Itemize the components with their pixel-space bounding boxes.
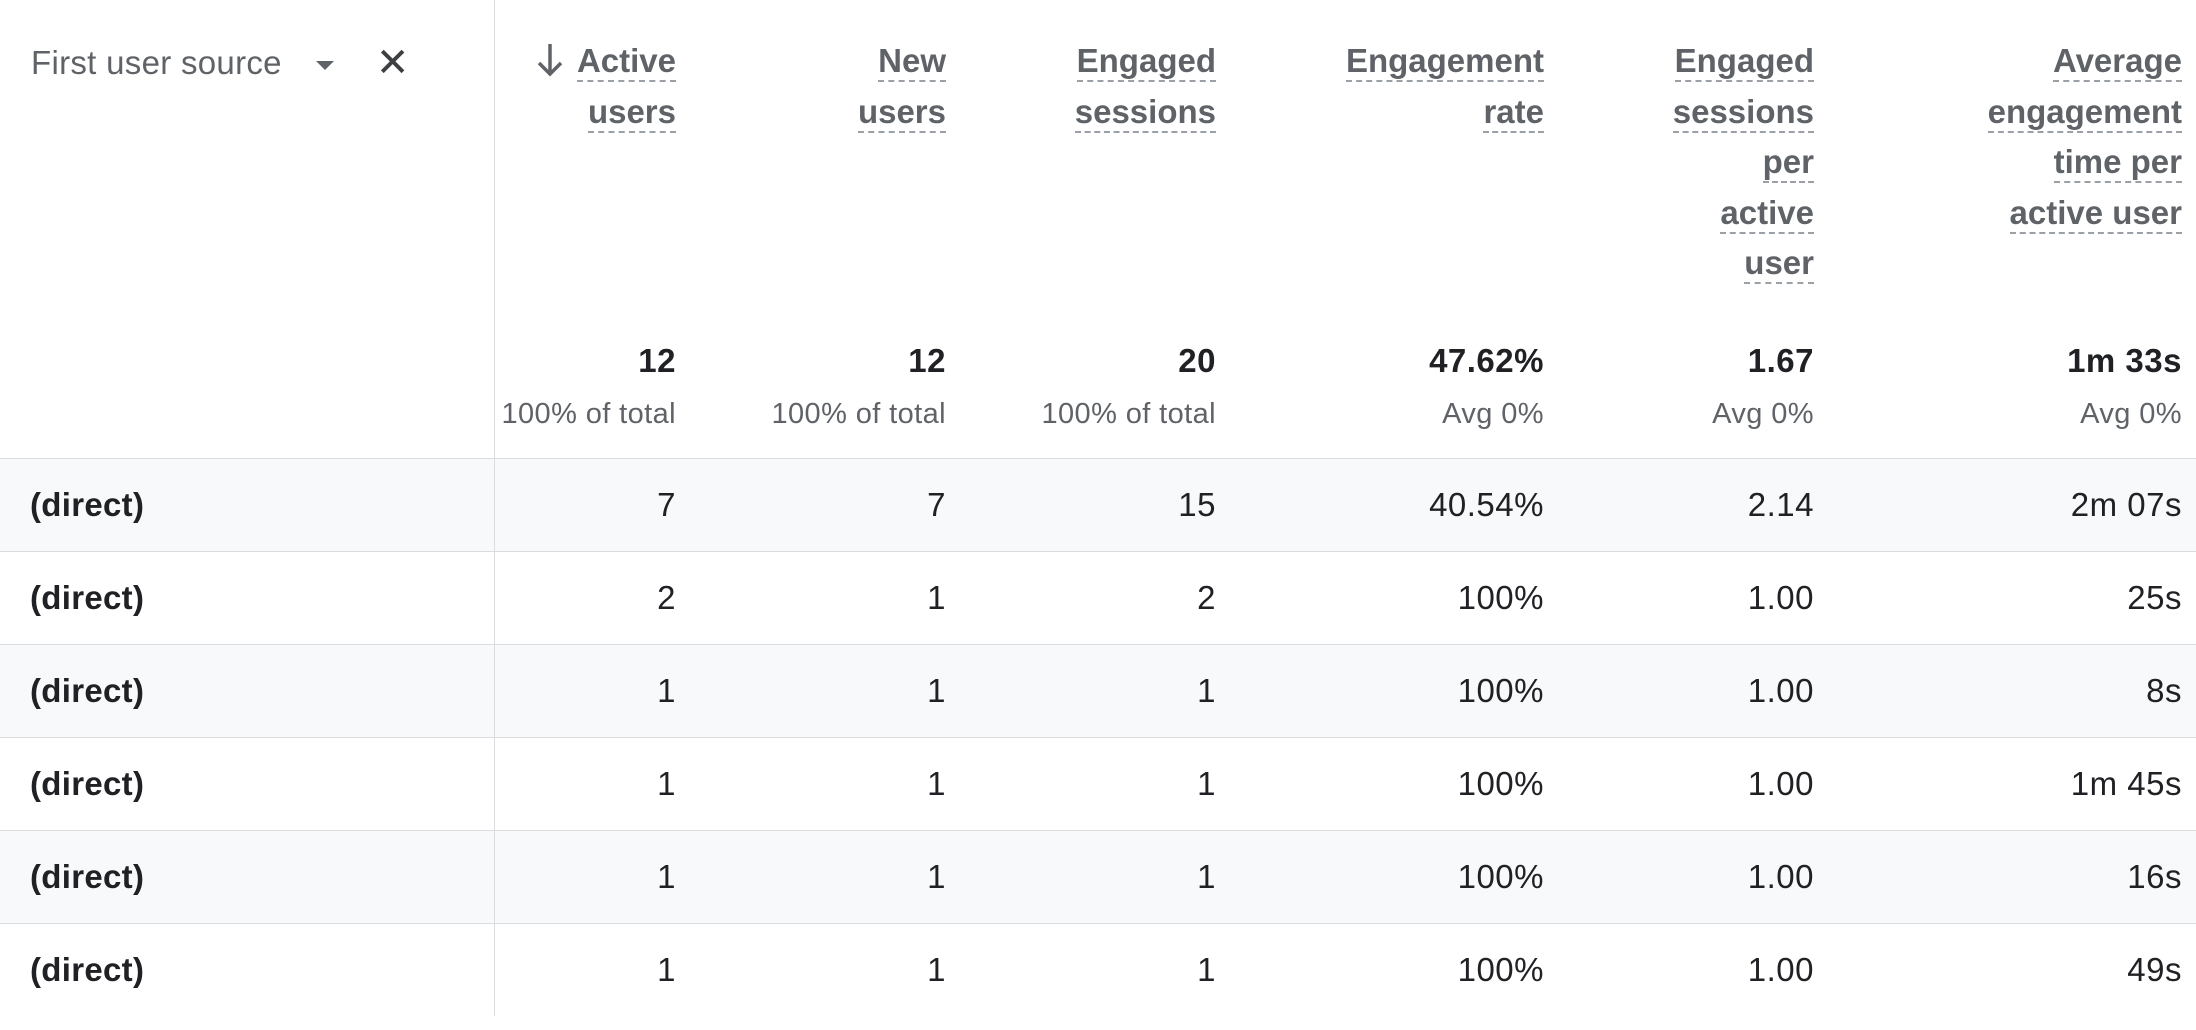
column-header-engaged-sessions-per-user[interactable]: Engaged sessions per active user 1.67 Av… (1592, 0, 1862, 459)
table-row: (direct) 1 1 1 100% 1.00 16s (0, 830, 2196, 924)
metric-cell: 1 (724, 923, 994, 1016)
metric-cell: 1 (724, 551, 994, 645)
column-total: 1.67 (1747, 342, 1814, 379)
column-total-subtext: Avg 0% (2080, 398, 2182, 430)
dimension-cell[interactable]: (direct) (0, 644, 495, 738)
metric-cell: 7 (494, 458, 724, 552)
metric-cell: 1 (494, 737, 724, 831)
metric-cell: 1 (994, 923, 1264, 1016)
column-label[interactable]: Average engagement time per active user (1987, 36, 2182, 238)
column-label[interactable]: Engaged sessions (1074, 36, 1216, 137)
metric-cell: 100% (1264, 737, 1592, 831)
metric-cell: 1.00 (1592, 551, 1862, 645)
dimension-cell[interactable]: (direct) (0, 737, 495, 831)
metric-cell: 8s (1862, 644, 2196, 738)
column-total-subtext: 100% of total (1041, 398, 1216, 430)
column-total-subtext: Avg 0% (1712, 398, 1814, 430)
metric-cell: 100% (1264, 923, 1592, 1016)
metric-cell: 49s (1862, 923, 2196, 1016)
arrow-down-icon[interactable] (535, 40, 565, 80)
table-row: (direct) 7 7 15 40.54% 2.14 2m 07s (0, 458, 2196, 552)
dimension-cell[interactable]: (direct) (0, 458, 495, 552)
close-icon[interactable]: ✕ (375, 40, 410, 86)
metric-cell: 1.00 (1592, 644, 1862, 738)
metric-cell: 16s (1862, 830, 2196, 924)
metric-cell: 1 (494, 923, 724, 1016)
metric-cell: 1 (994, 830, 1264, 924)
column-header-new-users[interactable]: New users 12 100% of total (724, 0, 994, 459)
column-label[interactable]: Engaged sessions per active user (1672, 36, 1814, 289)
column-header-engagement-rate[interactable]: Engagement rate 47.62% Avg 0% (1264, 0, 1592, 459)
metric-cell: 1.00 (1592, 923, 1862, 1016)
dimension-header: First user source ✕ (0, 0, 495, 459)
table-header-row: First user source ✕ Active users (0, 0, 2196, 459)
metric-cell: 2m 07s (1862, 458, 2196, 552)
metric-cell: 1 (494, 830, 724, 924)
table-row: (direct) 2 1 2 100% 1.00 25s (0, 551, 2196, 645)
column-total: 1m 33s (2067, 342, 2182, 379)
column-label[interactable]: New users (857, 36, 946, 137)
column-total: 47.62% (1429, 342, 1544, 379)
metric-cell: 2 (494, 551, 724, 645)
metric-cell: 1 (724, 737, 994, 831)
metric-cell: 1 (724, 644, 994, 738)
metric-cell: 100% (1264, 551, 1592, 645)
metric-cell: 100% (1264, 644, 1592, 738)
column-total-subtext: Avg 0% (1442, 398, 1544, 430)
metric-cell: 1.00 (1592, 830, 1862, 924)
metric-cell: 1 (494, 644, 724, 738)
column-total-subtext: 100% of total (771, 398, 946, 430)
metric-cell: 100% (1264, 830, 1592, 924)
caret-down-icon[interactable] (315, 60, 334, 70)
dimension-cell[interactable]: (direct) (0, 923, 495, 1016)
column-total-subtext: 100% of total (501, 398, 676, 430)
dimension-cell[interactable]: (direct) (0, 830, 495, 924)
dimension-cell[interactable]: (direct) (0, 551, 495, 645)
metric-cell: 1 (724, 830, 994, 924)
column-header-avg-engagement-time[interactable]: Average engagement time per active user … (1862, 0, 2196, 459)
column-total: 12 (638, 342, 676, 379)
metric-cell: 40.54% (1264, 458, 1592, 552)
metric-cell: 1.00 (1592, 737, 1862, 831)
metric-cell: 1 (994, 737, 1264, 831)
metric-cell: 2.14 (1592, 458, 1862, 552)
table-row: (direct) 1 1 1 100% 1.00 1m 45s (0, 737, 2196, 831)
metric-cell: 2 (994, 551, 1264, 645)
column-label[interactable]: Active users (576, 36, 676, 137)
column-header-engaged-sessions[interactable]: Engaged sessions 20 100% of total (994, 0, 1264, 459)
column-header-active-users[interactable]: Active users 12 100% of total (494, 0, 724, 459)
column-total: 20 (1178, 342, 1216, 379)
table-row: (direct) 1 1 1 100% 1.00 8s (0, 644, 2196, 738)
table-row: (direct) 1 1 1 100% 1.00 49s (0, 923, 2196, 1016)
metric-cell: 1 (994, 644, 1264, 738)
metric-cell: 1m 45s (1862, 737, 2196, 831)
column-label[interactable]: Engagement rate (1345, 36, 1544, 137)
metric-cell: 15 (994, 458, 1264, 552)
metric-cell: 25s (1862, 551, 2196, 645)
metric-cell: 7 (724, 458, 994, 552)
column-total: 12 (908, 342, 946, 379)
dimension-title[interactable]: First user source (31, 44, 282, 81)
